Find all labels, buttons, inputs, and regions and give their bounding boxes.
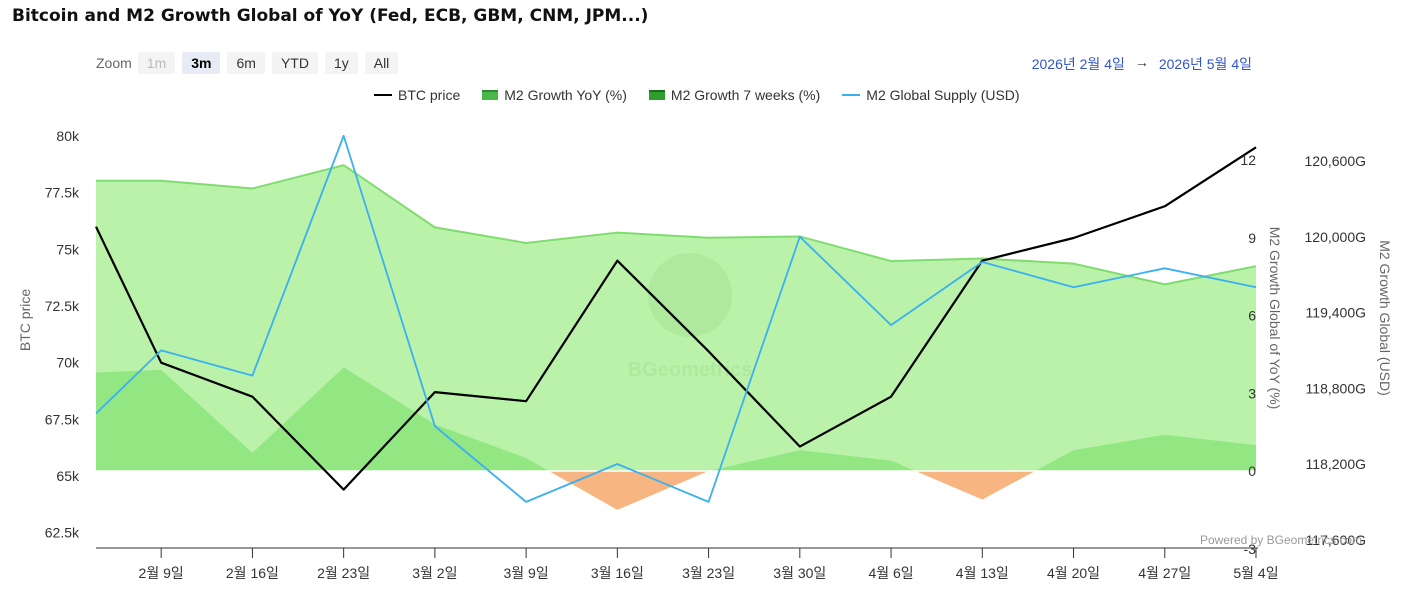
x-tick-label: 2월 16일	[226, 565, 279, 581]
zoom-1m-button[interactable]: 1m	[137, 52, 176, 74]
credit-link[interactable]: Powered by BGeometrics.com	[1199, 533, 1362, 547]
y-tick-label-supply: 117,600G	[1306, 532, 1366, 548]
y-tick-label-btc: 80k	[56, 128, 80, 144]
range-from-input[interactable]: 2026년 2월 4일	[1031, 56, 1125, 72]
legend-label: M2 Global Supply (USD)	[866, 87, 1020, 103]
zoom-3m-button[interactable]: 3m	[182, 52, 221, 74]
area-layer	[96, 164, 1257, 510]
legend-label: M2 Growth YoY (%)	[504, 87, 627, 103]
legend-item-m2-supply[interactable]: M2 Global Supply (USD)	[842, 87, 1020, 103]
y-tick-label-btc: 62.5k	[45, 525, 80, 541]
range-arrow: →	[1134, 54, 1149, 70]
line-series-m2-supply	[95, 134, 1257, 503]
y-axis-yoy: -3 0 3 6 9 12	[1240, 152, 1256, 557]
y-axis-label-supply: M2 Growth Global (USD)	[1377, 240, 1393, 396]
legend: BTC price M2 Growth YoY (%) M2 Growth 7 …	[374, 87, 1020, 103]
legend-swatch-7weeks	[648, 90, 665, 100]
y-tick-label-yoy: 9	[1248, 230, 1256, 246]
date-range: 2026년 2월 4일 → 2026년 5월 4일	[1032, 54, 1252, 74]
x-axis: 2월 9일 2월 16일 2월 23일 3월 2일 3월 9일 3월 16일 3월 23일 3…	[139, 548, 1279, 581]
y-tick-label-yoy: -3	[1244, 541, 1257, 557]
y-tick-label-supply: 118,200G	[1306, 456, 1366, 472]
legend-label: M2 Growth 7 weeks (%)	[670, 87, 821, 103]
line-series-btc-price	[95, 146, 1257, 491]
y-tick-label-supply: 120,600G	[1305, 153, 1367, 169]
x-tick-label: 4월 20일	[1047, 565, 1100, 581]
zoom-ytd-button[interactable]: YTD	[271, 52, 318, 74]
area-outline-yoy	[96, 164, 1257, 286]
y-tick-label-yoy: 3	[1248, 385, 1256, 401]
y-tick-label-btc: 65k	[56, 468, 80, 484]
x-tick-label: 3월 2일	[412, 565, 457, 581]
legend-swatch-supply	[842, 94, 861, 96]
y-tick-label-btc: 77.5k	[45, 185, 80, 201]
legend-item-btc-price[interactable]: BTC price	[374, 87, 460, 103]
y-tick-label-supply: 118,800G	[1306, 380, 1366, 396]
x-tick-label: 5월 4일	[1233, 565, 1278, 581]
legend-swatch-yoy	[482, 90, 499, 100]
y-tick-label-supply: 120,000G	[1305, 229, 1367, 245]
y-axis-btc: 62.5k 65k 67.5k 70k 72.5k 75k 77.5k 80k	[45, 128, 80, 541]
zoom-6m-button[interactable]: 6m	[227, 52, 265, 74]
y-tick-label-supply: 119,400G	[1306, 305, 1366, 321]
zoom-bar: Zoom 1m 3m 6m YTD 1y All	[96, 52, 405, 74]
y-tick-label-btc: 70k	[56, 355, 80, 371]
y-axis-label-yoy: M2 Growth Global of YoY (%)	[1267, 227, 1283, 410]
legend-swatch-btc	[374, 94, 392, 96]
x-tick-label: 3월 16일	[591, 565, 644, 581]
x-tick-label: 3월 23일	[682, 565, 735, 581]
y-axis-label-btc: BTC price	[17, 289, 33, 351]
y-axis-supply: 117,600G 118,200G 118,800G 119,400G 120,000G…	[1305, 153, 1367, 548]
y-tick-label-btc: 72.5k	[45, 298, 80, 314]
legend-item-m2-7weeks[interactable]: M2 Growth 7 weeks (%)	[648, 87, 821, 103]
chart-title: Bitcoin and M2 Growth Global of YoY (Fed…	[12, 6, 649, 26]
line-layer	[95, 134, 1257, 503]
zoom-all-button[interactable]: All	[364, 52, 399, 74]
x-tick-label: 4월 27일	[1138, 565, 1191, 581]
y-tick-label-btc: 75k	[56, 241, 80, 257]
zoom-1y-button[interactable]: 1y	[324, 52, 358, 74]
x-tick-label: 4월 13일	[956, 565, 1009, 581]
x-tick-label: 4월 6일	[868, 565, 913, 581]
zoom-label: Zoom	[96, 55, 132, 71]
area-series-7weeks-negative	[96, 471, 1256, 510]
y-tick-label-yoy: 6	[1248, 308, 1256, 324]
x-tick-label: 2월 23일	[317, 565, 370, 581]
range-to-input[interactable]: 2026년 5월 4일	[1158, 56, 1252, 72]
legend-item-m2-yoy[interactable]: M2 Growth YoY (%)	[482, 87, 627, 103]
x-tick-label: 3월 9일	[503, 565, 548, 581]
legend-label: BTC price	[398, 87, 461, 103]
y-tick-label-yoy: 0	[1248, 463, 1256, 479]
y-tick-label-btc: 67.5k	[45, 411, 80, 427]
x-tick-label: 2월 9일	[139, 565, 184, 581]
x-tick-label: 3월 30일	[773, 565, 826, 581]
y-tick-label-yoy: 12	[1240, 152, 1256, 168]
